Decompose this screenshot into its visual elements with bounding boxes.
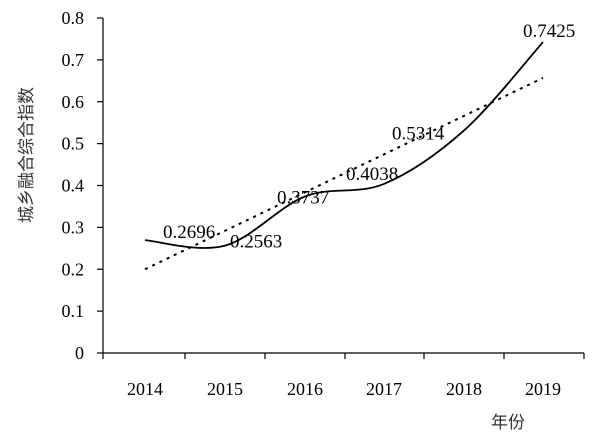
y-axis-title: 城乡融合综合指数 xyxy=(17,87,37,223)
y-tick-label: 0.2 xyxy=(62,259,85,279)
y-tick-label: 0.5 xyxy=(62,134,85,154)
y-tick-label: 0.1 xyxy=(62,301,85,321)
data-label: 0.3737 xyxy=(277,188,329,209)
data-labels: 0.2696 0.2563 0.3737 0.4038 0.5314 0.7425 xyxy=(163,21,575,253)
trend-line xyxy=(144,76,544,271)
x-axis: 2014 2015 2016 2017 2018 2019 xyxy=(102,352,585,399)
y-tick-label: 0.6 xyxy=(62,92,85,112)
x-tick-label: 2019 xyxy=(525,379,561,399)
data-label: 0.7425 xyxy=(523,21,575,42)
data-label: 0.4038 xyxy=(346,164,398,185)
x-tick-label: 2015 xyxy=(207,379,243,399)
x-tick-label: 2014 xyxy=(127,379,163,399)
y-axis: 0 0.1 0.2 0.3 0.4 0.5 0.6 0.7 0.8 xyxy=(62,8,104,363)
y-tick-label: 0.3 xyxy=(62,217,85,237)
y-tick-label: 0.8 xyxy=(62,8,85,28)
series-line xyxy=(144,41,544,249)
x-tick-label: 2018 xyxy=(446,379,482,399)
data-label: 0.2563 xyxy=(230,232,282,253)
y-tick-label: 0.4 xyxy=(62,176,85,196)
x-axis-title: 年份 xyxy=(491,413,525,433)
x-tick-label: 2017 xyxy=(366,379,402,399)
y-tick-label: 0.7 xyxy=(62,50,85,70)
data-label: 0.5314 xyxy=(392,123,445,144)
data-label: 0.2696 xyxy=(163,222,215,243)
x-tick-label: 2016 xyxy=(287,379,323,399)
y-tick-label: 0 xyxy=(75,343,84,363)
